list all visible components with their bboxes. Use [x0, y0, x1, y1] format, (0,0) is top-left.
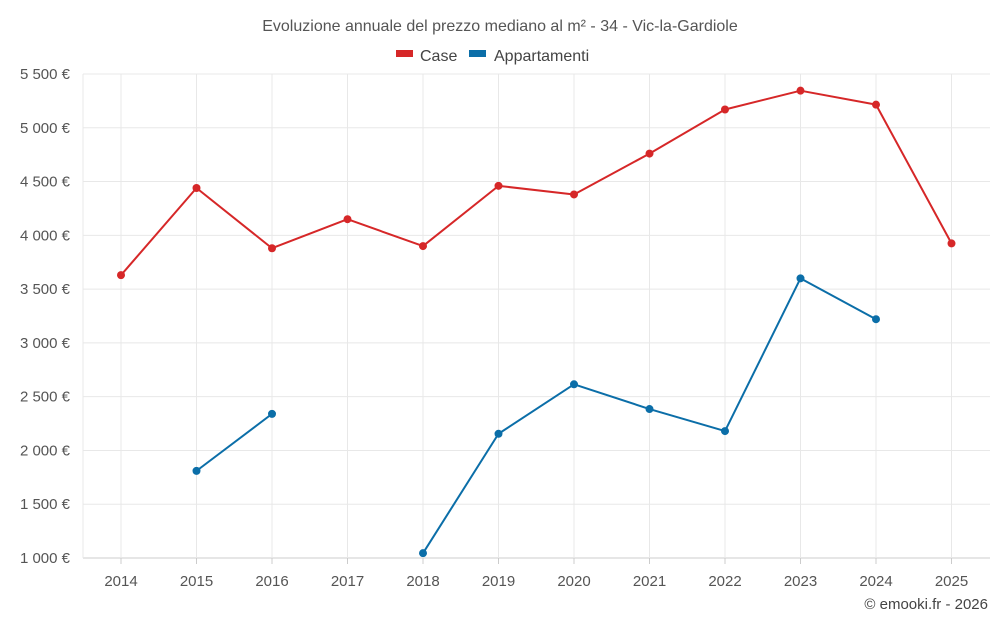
data-point-appartamenti[interactable]	[796, 274, 805, 283]
y-tick-label: 4 500 €	[20, 174, 71, 191]
series-layer	[117, 86, 956, 558]
x-tick-label: 2024	[859, 573, 892, 590]
x-tick-label: 2023	[784, 573, 817, 590]
series-line-case	[120, 89, 953, 276]
x-tick-label: 2016	[255, 573, 288, 590]
data-point-appartamenti[interactable]	[721, 427, 729, 436]
x-tick-label: 2020	[557, 573, 590, 590]
y-tick-label: 3 500 €	[20, 281, 71, 298]
data-point-appartamenti[interactable]	[419, 549, 427, 558]
chart-title: Evoluzione annuale del prezzo mediano al…	[262, 18, 738, 35]
data-point-case[interactable]	[872, 100, 880, 109]
data-point-case[interactable]	[343, 215, 352, 224]
series-line-appartamenti	[195, 413, 273, 472]
legend-label-appartamenti[interactable]: Appartamenti	[494, 48, 589, 65]
data-point-case[interactable]	[947, 239, 956, 248]
y-tick-label: 2 500 €	[20, 389, 71, 406]
x-tick-label: 2019	[482, 573, 515, 590]
y-tick-label: 1 500 €	[20, 496, 71, 513]
x-axis: 2014 2015 2016 2017 2018 2019 2020 2021 2022 2023…	[104, 558, 968, 590]
y-tick-label: 1 000 €	[20, 550, 71, 567]
legend: Case Appartamenti	[396, 48, 589, 65]
data-point-case[interactable]	[570, 190, 578, 199]
data-point-case[interactable]	[192, 184, 201, 193]
x-tick-label: 2015	[180, 573, 213, 590]
grid	[82, 73, 990, 559]
data-point-appartamenti[interactable]	[268, 409, 276, 418]
x-tick-label: 2022	[708, 573, 741, 590]
y-tick-label: 5 500 €	[20, 66, 71, 83]
y-axis: 1 000 € 1 500 € 2 000 € 2 500 € 3 000 € 3 500…	[20, 66, 71, 567]
data-point-case[interactable]	[419, 242, 427, 251]
y-tick-label: 4 000 €	[20, 227, 71, 244]
y-tick-label: 2 000 €	[20, 442, 71, 459]
data-point-case[interactable]	[494, 181, 503, 190]
y-tick-label: 3 000 €	[20, 335, 71, 352]
x-tick-label: 2025	[935, 573, 968, 590]
credit-text: © emooki.fr - 2026	[864, 596, 988, 613]
y-tick-label: 5 000 €	[20, 120, 71, 137]
legend-label-case[interactable]: Case	[420, 48, 457, 65]
data-point-appartamenti[interactable]	[494, 429, 503, 438]
data-point-case[interactable]	[721, 105, 729, 114]
legend-swatch-appartamenti	[469, 50, 486, 57]
data-point-appartamenti[interactable]	[570, 380, 578, 389]
data-point-case[interactable]	[796, 86, 805, 95]
data-point-case[interactable]	[117, 271, 125, 280]
x-tick-label: 2018	[406, 573, 439, 590]
x-tick-label: 2021	[633, 573, 666, 590]
data-point-appartamenti[interactable]	[872, 315, 880, 324]
data-point-appartamenti[interactable]	[645, 405, 654, 414]
x-tick-label: 2014	[104, 573, 137, 590]
data-point-appartamenti[interactable]	[192, 466, 201, 475]
legend-swatch-case	[396, 50, 413, 57]
data-point-case[interactable]	[645, 149, 654, 158]
data-point-case[interactable]	[268, 244, 276, 253]
x-tick-label: 2017	[331, 573, 364, 590]
